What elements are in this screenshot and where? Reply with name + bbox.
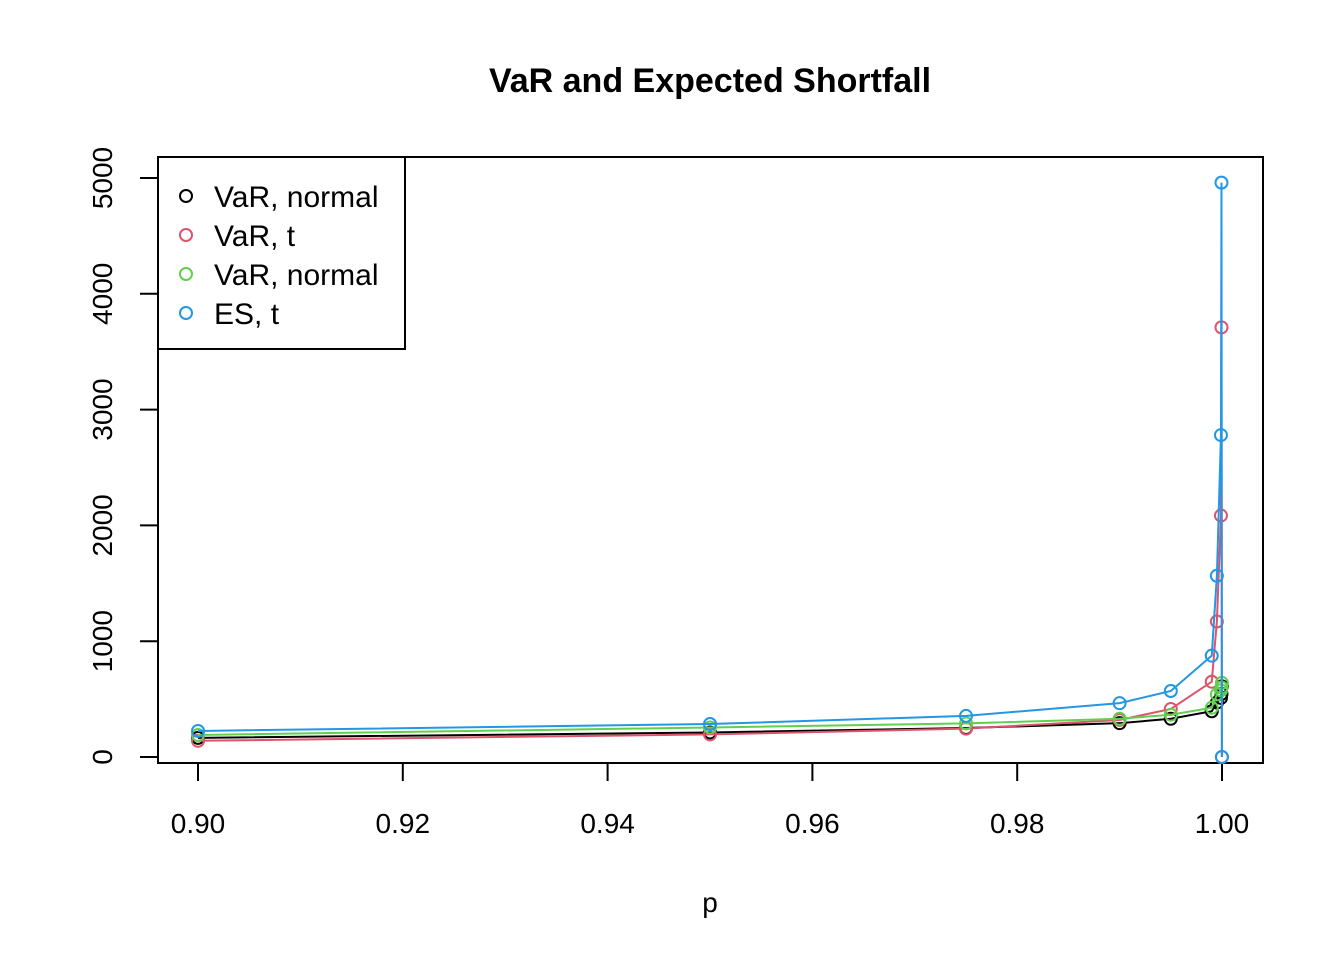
legend-label: VaR, normal <box>214 259 379 292</box>
data-point <box>1204 700 1219 715</box>
x-tick-label: 0.90 <box>171 808 226 839</box>
y-tick-label: 0 <box>87 749 118 765</box>
x-tick-label: 1.00 <box>1195 808 1250 839</box>
data-point <box>1163 707 1178 722</box>
legend-box <box>157 156 406 350</box>
y-tick-label: 5000 <box>87 147 118 209</box>
data-point <box>1204 648 1219 663</box>
series-group <box>191 675 1229 742</box>
data-point <box>191 727 205 742</box>
x-axis-label: p <box>702 887 718 918</box>
data-point <box>191 723 205 738</box>
data-point <box>1209 614 1224 629</box>
x-tick-label: 0.92 <box>376 808 431 839</box>
legend: VaR, normal VaR, t VaR, normal ES, t <box>157 156 406 350</box>
x-tick-label: 0.96 <box>785 808 840 839</box>
data-point <box>959 708 973 723</box>
y-tick-label: 2000 <box>87 494 118 556</box>
legend-label: VaR, normal <box>214 181 379 214</box>
legend-marker <box>179 267 193 281</box>
series-line <box>197 182 1223 758</box>
legend-marker <box>179 189 193 203</box>
data-point <box>1214 175 1229 190</box>
data-point <box>1213 428 1228 443</box>
y-axis: 0 1000 2000 3000 4000 5000 <box>87 147 159 765</box>
chart-title: VaR and Expected Shortfall <box>489 62 931 100</box>
legend-label: VaR, t <box>214 220 296 253</box>
data-point <box>1112 711 1127 726</box>
data-point <box>703 716 717 731</box>
data-point <box>1112 696 1127 711</box>
x-tick-label: 0.98 <box>990 808 1045 839</box>
y-tick-label: 1000 <box>87 610 118 672</box>
legend-label: ES, t <box>214 298 280 331</box>
y-tick-label: 3000 <box>87 378 118 440</box>
data-point <box>1163 711 1178 726</box>
data-point <box>1163 683 1178 698</box>
data-point <box>1214 750 1229 764</box>
series-line <box>197 327 1223 758</box>
legend-marker <box>179 306 193 320</box>
x-tick-label: 0.94 <box>580 808 635 839</box>
data-point <box>1209 687 1224 702</box>
y-tick-label: 4000 <box>87 263 118 325</box>
legend-marker <box>179 228 193 242</box>
data-point <box>959 716 973 731</box>
series-group <box>191 175 1229 764</box>
series-layer <box>191 175 1229 764</box>
series-line <box>197 682 1223 736</box>
x-axis: 0.90 0.92 0.94 0.96 0.98 1.00 <box>171 762 1250 839</box>
series-group <box>191 320 1229 764</box>
data-point <box>1209 568 1224 583</box>
